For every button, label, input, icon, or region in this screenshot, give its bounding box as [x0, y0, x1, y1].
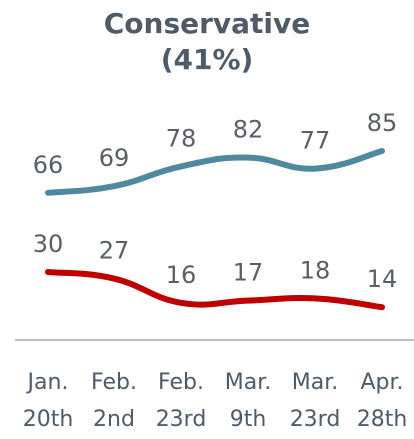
x-axis-tick-label: Jan. — [26, 370, 69, 395]
x-axis-tick-label: 23rd — [156, 407, 207, 432]
x-axis-tick-label: Mar. — [292, 370, 338, 395]
x-axis-tick-label: 20th — [23, 407, 74, 432]
series-1-data-label: 77 — [300, 127, 331, 155]
x-axis-tick-label: Feb. — [158, 370, 204, 395]
x-axis-tick-labels: Jan. 20th Feb. 2nd Feb. 23rd Mar. 9th Mar. 23rd Ap… — [23, 370, 408, 432]
series-2-line — [45, 269, 385, 311]
data-labels: 66 69 78 82 77 85 30 27 16 17 18 14 — [33, 109, 398, 293]
x-axis-tick-label: 23rd — [290, 407, 341, 432]
x-axis-tick-label: Apr. — [360, 370, 403, 395]
series-1-line — [45, 148, 385, 196]
x-axis-tick-label: 9th — [230, 407, 267, 432]
series-1-data-label: 66 — [33, 151, 64, 179]
x-axis-tick-label: 28th — [357, 407, 408, 432]
series-2-data-label: 16 — [166, 261, 197, 289]
series-1-data-label: 69 — [99, 144, 130, 172]
chart-title: Conservative — [103, 7, 311, 40]
series-2-data-label: 17 — [233, 259, 264, 287]
series-1-data-label: 78 — [166, 124, 197, 152]
x-axis-tick-label: Feb. — [91, 370, 137, 395]
x-axis-tick-label: Mar. — [225, 370, 271, 395]
series-2-data-label: 18 — [300, 256, 331, 284]
series-1-data-label: 82 — [233, 116, 264, 144]
series-2-data-label: 27 — [99, 237, 130, 265]
series-1-data-label: 85 — [367, 109, 398, 137]
series-lines — [45, 148, 385, 311]
chart-title-block: Conservative (41%) — [0, 6, 414, 78]
x-axis-tick-label: 2nd — [93, 407, 135, 432]
series-2-data-label: 30 — [33, 230, 64, 258]
series-2-data-label: 14 — [367, 265, 398, 293]
chart-subtitle: (41%) — [160, 43, 254, 76]
